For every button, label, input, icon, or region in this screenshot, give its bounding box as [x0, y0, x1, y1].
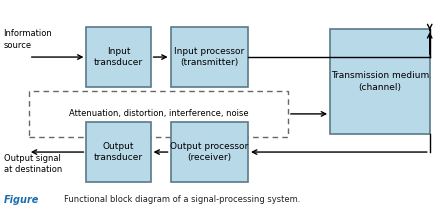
Bar — [29, 91, 288, 137]
Text: Transmission medium
(channel): Transmission medium (channel) — [331, 71, 429, 92]
Text: Functional block diagram of a signal-processing system.: Functional block diagram of a signal-pro… — [64, 195, 301, 204]
Text: Figure: Figure — [4, 195, 39, 205]
Text: Input processor
(transmitter): Input processor (transmitter) — [174, 47, 245, 67]
Bar — [86, 27, 151, 87]
Text: Information
source: Information source — [4, 29, 52, 50]
Text: Input
transducer: Input transducer — [94, 47, 143, 67]
Text: Output signal
at destination: Output signal at destination — [4, 154, 62, 175]
Text: Output processor
(receiver): Output processor (receiver) — [170, 142, 249, 162]
Bar — [171, 122, 248, 182]
Bar — [86, 122, 151, 182]
Bar — [171, 27, 248, 87]
Bar — [330, 29, 430, 134]
Text: Output
transducer: Output transducer — [94, 142, 143, 162]
Text: Attenuation, distortion, interference, noise: Attenuation, distortion, interference, n… — [69, 109, 248, 119]
